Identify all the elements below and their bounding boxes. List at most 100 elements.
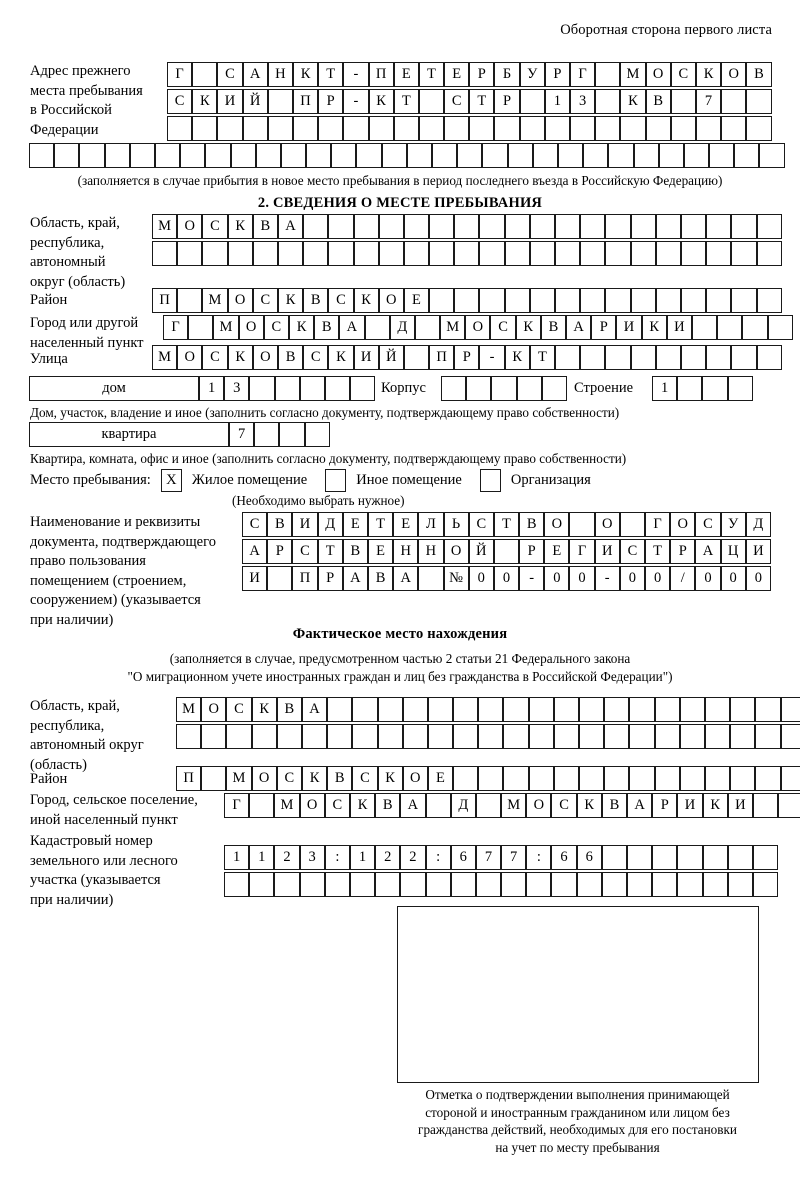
- comb-cell[interactable]: Т: [493, 512, 520, 537]
- comb-cell[interactable]: [429, 214, 455, 239]
- comb-cell[interactable]: [627, 845, 653, 870]
- comb-cell[interactable]: Р: [469, 62, 495, 87]
- comb-cell[interactable]: [652, 872, 678, 897]
- comb-cell[interactable]: О: [402, 766, 428, 791]
- comb-cell[interactable]: [352, 724, 378, 749]
- comb-cell[interactable]: [727, 845, 753, 870]
- comb-cell[interactable]: Й: [378, 345, 404, 370]
- comb-cell[interactable]: [706, 241, 732, 266]
- comb-cell[interactable]: Е: [444, 62, 470, 87]
- comb-cell[interactable]: Р: [544, 62, 570, 87]
- comb-cell[interactable]: [680, 214, 707, 239]
- comb-cell[interactable]: Т: [393, 89, 419, 114]
- comb-cell[interactable]: У: [720, 512, 746, 537]
- comb-cell[interactable]: А: [627, 793, 653, 818]
- comb-cell[interactable]: [734, 143, 760, 168]
- comb-cell[interactable]: Л: [418, 512, 444, 537]
- comb-cell[interactable]: Т: [469, 89, 495, 114]
- comb-cell[interactable]: [414, 315, 441, 340]
- comb-cell[interactable]: Р: [454, 345, 480, 370]
- comb-cell[interactable]: [254, 422, 280, 447]
- comb-cell[interactable]: [425, 793, 451, 818]
- comb-cell[interactable]: [406, 143, 432, 168]
- comb-cell[interactable]: [276, 724, 302, 749]
- comb-cell[interactable]: Г: [224, 793, 250, 818]
- comb-cell[interactable]: [579, 766, 605, 791]
- comb-cell[interactable]: [742, 315, 768, 340]
- comb-cell[interactable]: [478, 724, 504, 749]
- comb-cell[interactable]: [680, 345, 707, 370]
- comb-cell[interactable]: [731, 241, 757, 266]
- comb-cell[interactable]: Т: [318, 62, 344, 87]
- comb-cell[interactable]: Р: [317, 566, 343, 591]
- comb-cell[interactable]: [453, 766, 479, 791]
- comb-cell[interactable]: И: [616, 315, 642, 340]
- comb-cell[interactable]: [704, 724, 731, 749]
- comb-cell[interactable]: Д: [450, 793, 476, 818]
- comb-cell[interactable]: А: [242, 62, 268, 87]
- comb-cell[interactable]: К: [377, 766, 403, 791]
- comb-cell[interactable]: А: [277, 214, 304, 239]
- comb-cell[interactable]: У: [519, 62, 545, 87]
- comb-cell[interactable]: [553, 697, 579, 722]
- comb-cell[interactable]: [202, 241, 228, 266]
- comb-cell[interactable]: [570, 116, 596, 141]
- comb-cell[interactable]: П: [292, 566, 318, 591]
- comb-cell[interactable]: С: [202, 345, 228, 370]
- comb-cell[interactable]: [601, 845, 627, 870]
- comb-cell[interactable]: [655, 214, 681, 239]
- comb-cell[interactable]: М: [152, 345, 178, 370]
- comb-cell[interactable]: [454, 241, 480, 266]
- comb-cell[interactable]: Д: [389, 315, 415, 340]
- comb-cell[interactable]: [595, 89, 621, 114]
- comb-cell[interactable]: С: [202, 214, 228, 239]
- comb-cell[interactable]: [201, 766, 227, 791]
- comb-cell[interactable]: [627, 872, 653, 897]
- comb-cell[interactable]: [645, 116, 671, 141]
- comb-cell[interactable]: [503, 766, 529, 791]
- comb-cell[interactable]: [704, 697, 731, 722]
- comb-cell[interactable]: В: [276, 697, 302, 722]
- comb-cell[interactable]: [731, 214, 757, 239]
- comb-cell[interactable]: [152, 241, 178, 266]
- cadastral-row-2[interactable]: [224, 872, 779, 897]
- comb-cell[interactable]: А: [242, 539, 268, 564]
- comb-cell[interactable]: [503, 724, 529, 749]
- comb-cell[interactable]: 0: [569, 566, 595, 591]
- comb-cell[interactable]: [679, 724, 705, 749]
- comb-cell[interactable]: [604, 697, 630, 722]
- comb-cell[interactable]: 1: [249, 845, 275, 870]
- comb-cell[interactable]: [655, 241, 681, 266]
- comb-cell[interactable]: В: [327, 766, 353, 791]
- comb-cell[interactable]: О: [544, 512, 570, 537]
- comb-cell[interactable]: [691, 315, 718, 340]
- comb-cell[interactable]: С: [292, 539, 318, 564]
- comb-cell[interactable]: О: [238, 315, 264, 340]
- comb-cell[interactable]: 6: [450, 845, 476, 870]
- comb-cell[interactable]: [303, 241, 329, 266]
- comb-cell[interactable]: С: [226, 697, 252, 722]
- comb-cell[interactable]: [730, 724, 756, 749]
- comb-cell[interactable]: П: [292, 89, 319, 114]
- comb-cell[interactable]: -: [343, 62, 369, 87]
- comb-cell[interactable]: [427, 724, 454, 749]
- comb-cell[interactable]: С: [468, 512, 494, 537]
- document-row-3[interactable]: И П Р А В А № 0 0-0 0-0 0/0 0 0: [242, 566, 771, 591]
- comb-cell[interactable]: И: [594, 539, 620, 564]
- comb-cell[interactable]: [503, 697, 529, 722]
- comb-cell[interactable]: О: [721, 62, 747, 87]
- comb-cell[interactable]: П: [152, 288, 178, 313]
- comb-cell[interactable]: [475, 793, 502, 818]
- comb-cell[interactable]: О: [299, 793, 325, 818]
- comb-cell[interactable]: О: [252, 345, 278, 370]
- comb-cell[interactable]: [576, 872, 602, 897]
- comb-cell[interactable]: [529, 288, 555, 313]
- comb-cell[interactable]: [746, 89, 772, 114]
- comb-cell[interactable]: [454, 214, 480, 239]
- comb-cell[interactable]: Н: [393, 539, 419, 564]
- comb-cell[interactable]: Й: [242, 89, 268, 114]
- comb-cell[interactable]: Р: [670, 539, 696, 564]
